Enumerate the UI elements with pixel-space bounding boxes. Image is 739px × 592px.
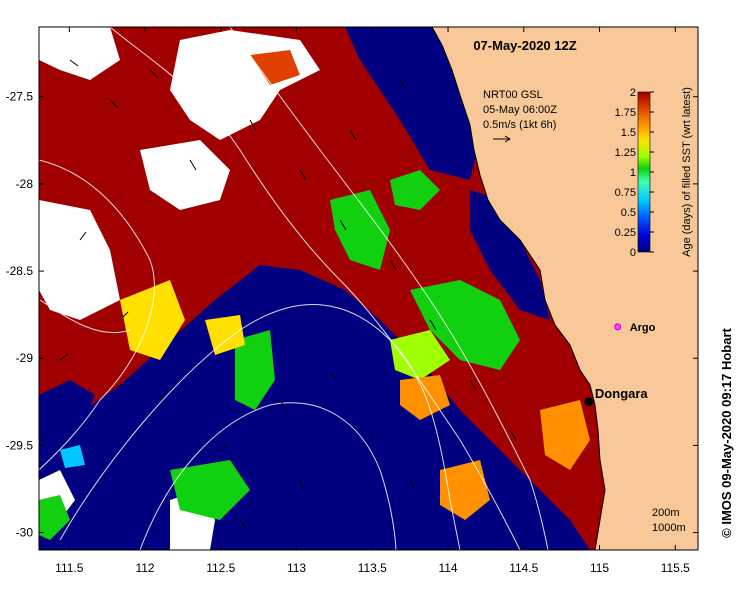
sst-region-deep-blue-coastal [470,190,550,320]
dongara-town-marker: Dongara [584,386,648,407]
current-legend: NRT00 GSL 05-May 06:00Z 0.5m/s (1kt 6h) [483,89,557,143]
dongara-label: Dongara [595,386,649,401]
y-tick-label: -30 [16,526,34,540]
y-tick-label: -28 [16,177,34,191]
x-tick-label: 114.5 [509,561,538,575]
sst-region-green-northeast [390,170,440,210]
land-mass-australia [432,27,698,550]
colorbar-tick-label: 0 [630,247,636,259]
current-legend-arrow-head [504,135,511,143]
colorbar-ticks: 2 1.75 1.5 1.25 1 0.75 0.5 0.25 0 [615,87,654,259]
map-title: 07-May-2020 12Z [473,38,576,53]
x-tick-label: 113.5 [358,561,387,575]
imos-credit: © IMOS 09-May-2020 09:17 Hobart [719,327,734,537]
x-tick-label: 115 [590,561,609,575]
sst-region-green-south [170,460,250,520]
y-tick-label: -29 [16,351,34,365]
x-tick-label: 114 [438,561,457,575]
y-tick-label: -28.5 [6,264,34,278]
sst-region-deep-blue-north [345,27,480,180]
x-tick-label: 112.5 [206,561,235,575]
colorbar-gradient [637,91,651,253]
colorbar-tick-label: 1.25 [615,147,636,159]
sst-region-green-mid [235,330,275,410]
sst-region-cyan-west [60,445,85,468]
x-tick-label: 115.5 [661,561,690,575]
colorbar-tick-label: 0.75 [615,187,636,199]
argo-label: Argo [630,322,656,334]
depth-legend-1000m: 1000m [652,522,686,534]
x-tick-label: 112 [135,561,154,575]
argo-icon [614,323,622,331]
current-legend-line3: 0.5m/s (1kt 6h) [483,119,556,131]
y-tick-label: -27.5 [6,90,34,104]
colorbar-tick-label: 1 [630,167,636,179]
sst-region-green-shelf [330,190,390,270]
coastline [431,27,606,550]
no-data-region-west [39,200,120,320]
sst-region-orange-south [440,460,490,520]
depth-legend-200m: 200m [652,507,680,519]
x-tick-label: 113 [287,561,306,575]
town-dot-icon [584,397,594,407]
sst-region-green-central [410,280,520,370]
current-legend-line1: NRT00 GSL [483,89,543,101]
no-data-region-central-north [140,140,230,210]
colorbar-tick-label: 1.5 [621,127,636,139]
sst-region-orange-coast [540,400,590,470]
sst-region-green-far-south [39,495,70,540]
bathymetry-contours [39,27,549,550]
sst-region-yellow-west [120,280,185,360]
x-axis: 111.5 112 112.5 113 113.5 114 114.5 115 115.5 [55,27,690,575]
plot-frame [38,26,699,551]
x-tick-label: 111.5 [55,561,84,575]
argo-float-marker: Argo [614,322,656,334]
sst-region-orange-central [400,375,450,420]
colorbar-tick-label: 2 [630,87,636,99]
y-axis: -27.5 -28 -28.5 -29 -29.5 -30 [6,90,698,540]
y-tick-label: -29.5 [6,438,34,452]
colorbar-tick-label: 0.25 [615,227,636,239]
colorbar-tick-label: 1.75 [615,107,636,119]
sst-region-orange-north [250,50,300,85]
map-plot-area [39,27,698,550]
current-vectors [59,59,517,529]
colorbar-tick-label: 0.5 [621,207,636,219]
colorbar: 2 1.75 1.5 1.25 1 0.75 0.5 0.25 0 Age (days) of … [615,87,693,259]
current-legend-line2: 05-May 06:00Z [483,104,557,116]
no-data-region-northwest [39,27,120,80]
sst-region-lime-central [390,330,450,380]
colorbar-label: Age (days) of filled SST (wrt latest) [681,87,693,257]
sst-region-yellow-mid [205,315,245,355]
depth-contour-legend: 200m 1000m [652,507,686,538]
sst-region-deep-blue-west [39,380,95,450]
